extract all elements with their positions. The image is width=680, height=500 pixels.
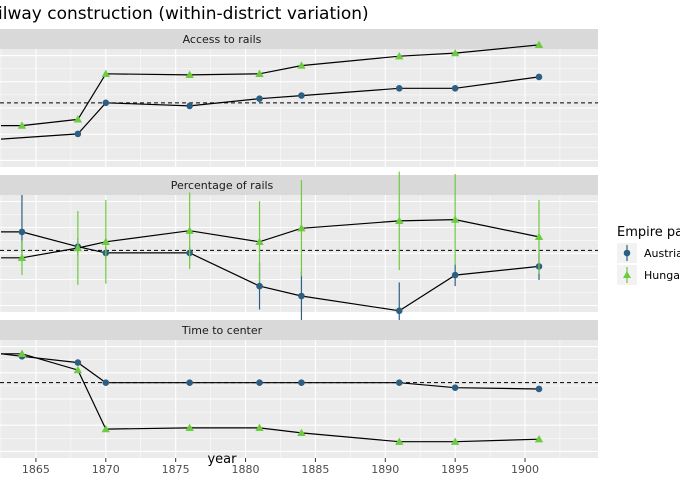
legend-key-marker xyxy=(623,249,631,257)
series-line xyxy=(1,231,540,312)
x-tick-label: 1880 xyxy=(232,463,260,476)
data-point xyxy=(73,243,83,252)
data-point xyxy=(298,292,305,300)
data-point xyxy=(256,282,263,290)
legend-label: Hungar xyxy=(644,269,680,282)
panel-time-to-center: Time to center xyxy=(0,320,598,458)
data-point xyxy=(297,61,306,69)
facet-strip xyxy=(0,175,598,195)
data-point xyxy=(101,237,111,245)
series-hungary xyxy=(1,171,544,285)
data-point xyxy=(450,48,460,57)
data-point xyxy=(18,228,26,236)
legend-key-marker xyxy=(623,271,631,278)
data-point xyxy=(298,379,305,386)
x-axis-title: year xyxy=(207,452,237,467)
legend-item-austria: Austria xyxy=(617,243,680,263)
data-point xyxy=(297,224,306,232)
facet-strip-label: Percentage of rails xyxy=(171,179,274,192)
data-point xyxy=(74,359,82,366)
data-point xyxy=(535,385,543,393)
data-point xyxy=(395,52,404,60)
data-point xyxy=(74,130,82,138)
data-point xyxy=(73,115,83,123)
data-point xyxy=(185,70,194,79)
data-point xyxy=(17,253,27,261)
data-point xyxy=(450,215,460,223)
data-point xyxy=(186,379,193,386)
facet-strip-label: Access to rails xyxy=(183,33,262,46)
series-line xyxy=(1,218,540,259)
data-point xyxy=(534,232,544,241)
series-austria xyxy=(0,73,543,140)
legend: Empire par Austria Hungar xyxy=(617,225,680,285)
data-point xyxy=(534,434,544,443)
data-point xyxy=(451,384,459,392)
data-point xyxy=(255,423,264,432)
data-point xyxy=(256,95,263,102)
series-line xyxy=(1,44,540,127)
data-point xyxy=(534,40,544,49)
x-tick-label: 1885 xyxy=(301,463,329,476)
x-tick-label: 1870 xyxy=(92,463,120,476)
data-point xyxy=(185,226,194,234)
x-tick-label: 1875 xyxy=(162,463,190,476)
facet-strip-label: Time to center xyxy=(181,324,263,337)
data-point xyxy=(451,85,459,92)
data-point xyxy=(450,437,460,445)
x-tick-label: 1890 xyxy=(371,463,399,476)
legend-item-hungar: Hungar xyxy=(617,265,680,285)
data-point xyxy=(535,73,543,81)
data-point xyxy=(395,437,404,445)
data-point xyxy=(395,216,404,225)
data-point xyxy=(73,365,83,374)
chart-title: ilway construction (within-district vari… xyxy=(0,4,369,24)
series-hungary xyxy=(1,349,544,445)
facet-strip xyxy=(0,320,598,340)
data-point xyxy=(101,424,111,433)
legend-title: Empire par xyxy=(617,225,680,240)
x-tick-label: 1900 xyxy=(511,463,539,476)
data-point xyxy=(297,428,306,437)
data-point xyxy=(395,307,403,315)
data-point xyxy=(102,379,110,386)
facet-panels: Access to rails Percentage of rails Time t… xyxy=(0,29,598,476)
series-line xyxy=(1,353,540,443)
data-point xyxy=(186,102,193,110)
data-point xyxy=(395,85,403,92)
data-point xyxy=(256,379,263,386)
data-point xyxy=(185,423,194,432)
data-point xyxy=(451,271,459,279)
data-point xyxy=(102,99,110,107)
data-point xyxy=(101,69,111,77)
data-point xyxy=(17,121,27,129)
legend-label: Austria xyxy=(644,247,680,260)
panel-access-to-rails: Access to rails xyxy=(0,29,598,167)
data-point xyxy=(255,69,264,77)
panel-percentage-of-rails: Percentage of rails xyxy=(0,171,598,340)
series-austria xyxy=(0,353,543,393)
series-line xyxy=(0,353,540,390)
data-point xyxy=(298,92,305,99)
series-hungary xyxy=(1,40,544,129)
data-point xyxy=(395,379,403,386)
x-tick-label: 1865 xyxy=(22,463,50,476)
data-point xyxy=(17,349,27,357)
x-tick-label: 1895 xyxy=(441,463,469,476)
facet-strip xyxy=(0,29,598,49)
data-point xyxy=(255,237,264,245)
